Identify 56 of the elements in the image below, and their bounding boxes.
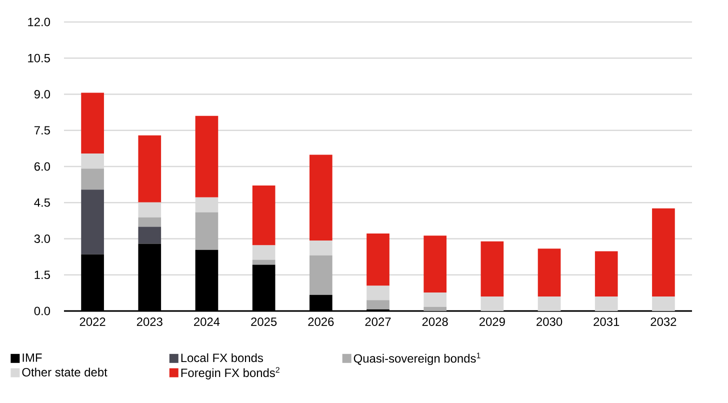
bar (424, 306, 447, 311)
x-tick-label: 2029 (479, 318, 505, 326)
bar (424, 292, 447, 307)
bar (81, 190, 104, 254)
bar (309, 255, 332, 295)
legend-label: IMF (22, 354, 42, 362)
y-tick-label: 4.5 (34, 198, 50, 207)
bar (252, 260, 276, 265)
bar (195, 212, 218, 250)
x-tick-label: 2027 (365, 318, 391, 326)
x-tick-label: 2024 (194, 318, 220, 326)
bar (252, 186, 276, 246)
y-tick-label: 10.5 (28, 54, 50, 62)
bar (138, 135, 162, 202)
bar (138, 226, 162, 244)
x-tick-label: 2022 (80, 318, 106, 326)
y-tick-label: 0.0 (34, 306, 50, 316)
bar (480, 241, 504, 297)
x-tick-label: 2028 (422, 318, 448, 326)
bar (366, 233, 390, 286)
bar (480, 296, 504, 311)
bar (366, 286, 390, 300)
bar (252, 245, 276, 260)
bar (81, 153, 104, 169)
bar (652, 208, 675, 297)
bar (309, 240, 332, 256)
legend-label: Local FX bonds (181, 353, 263, 362)
x-tick-label: 2026 (308, 318, 334, 326)
x-tick-label: 2032 (650, 318, 676, 326)
y-tick-label: 6.0 (34, 162, 50, 171)
legend-label: Other state debt (22, 368, 108, 376)
bar (594, 251, 618, 297)
legend-label: Foregin FX bonds$^{2}$ (181, 367, 280, 380)
x-tick-label: 2030 (536, 318, 562, 326)
x-tick-label: 2031 (594, 318, 620, 326)
bar (195, 116, 218, 198)
bar (138, 217, 162, 227)
bar (138, 202, 162, 218)
bar (195, 197, 218, 212)
bar (594, 296, 618, 311)
bar (309, 154, 332, 241)
bar (652, 296, 675, 311)
x-tick-label: 2023 (136, 318, 162, 326)
bar (538, 248, 561, 297)
bar (424, 236, 447, 292)
y-tick-label: 3.0 (34, 234, 50, 243)
bar (81, 92, 104, 154)
bar (366, 300, 390, 310)
y-tick-label: 1.5 (34, 270, 50, 280)
legend-label: Quasi-sovereign bonds$^{1}$ (354, 352, 480, 366)
x-tick-label: 2025 (251, 318, 277, 326)
y-tick-label: 7.5 (34, 126, 50, 135)
y-tick-label: 12.0 (28, 18, 50, 26)
bar (538, 296, 561, 311)
bar (81, 168, 104, 190)
y-tick-label: 9.0 (34, 90, 50, 98)
